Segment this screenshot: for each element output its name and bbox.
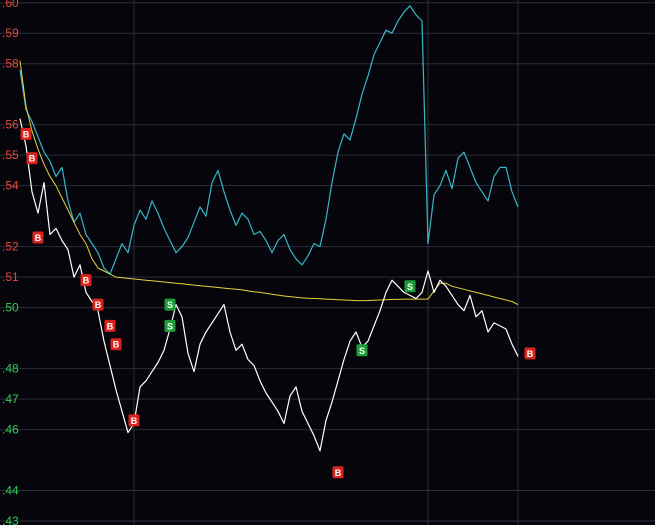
y-tick-label: .60 [2,0,19,10]
buy-marker-label: B [131,416,138,426]
y-tick-label: .46 [2,423,19,437]
sell-marker-label: S [407,282,413,292]
sell-marker: S [356,344,368,357]
buy-marker-box [524,347,536,360]
sell-marker-label: S [167,321,173,331]
sell-marker: S [164,298,176,311]
sell-marker: S [404,280,416,293]
vertical-gridlines [133,0,519,525]
buy-marker-label: B [23,129,30,139]
buy-marker-box [26,152,38,165]
sell-marker-box [356,344,368,357]
buy-marker: B [80,274,92,287]
buy-marker: B [110,338,122,351]
buy-marker: B [92,298,104,311]
y-tick-label: .48 [2,362,19,376]
buy-marker: B [20,127,32,140]
buy-marker-label: B [83,276,90,286]
buy-marker-box [332,466,344,479]
sell-marker-label: S [359,346,365,356]
y-tick-label: .59 [2,26,19,40]
buy-marker: B [104,319,116,332]
buy-marker: B [32,231,44,244]
buy-marker-box [20,127,32,140]
buy-marker-box [110,338,122,351]
sell-marker: S [164,319,176,332]
buy-marker-box [80,274,92,287]
y-tick-label: .51 [2,270,19,284]
y-tick-label: .56 [2,118,19,132]
buy-marker-box [32,231,44,244]
buy-marker: B [26,152,38,165]
buy-marker-label: B [113,340,120,350]
price-series-line [19,118,519,452]
series-layer [19,5,519,452]
y-tick-label: .52 [2,240,19,254]
sell-marker-box [164,319,176,332]
buy-marker-label: B [35,233,42,243]
buy-marker-label: B [95,300,102,310]
y-axis-tick-labels: .60 .59 .58 .56 .55 .54 .52 .51 .50 .48 .47 .46 .44.… [2,0,19,525]
buy-marker-box [128,414,140,427]
y-tick-label: .47 [2,392,19,406]
buy-marker: B [128,414,140,427]
buy-marker-box [92,298,104,311]
compare-series-line [19,5,519,275]
buy-marker-label: B [29,154,36,164]
sell-marker-box [164,298,176,311]
sell-marker-label: S [167,300,173,310]
y-tick-label: .50 [2,301,19,315]
buy-marker-label: B [107,321,114,331]
sell-marker-box [404,280,416,293]
buy-marker: B [524,347,536,360]
buy-marker-label: B [335,468,342,478]
buy-marker-box [104,319,116,332]
y-tick-label: .44 [2,484,19,498]
y-tick-label: .55 [2,148,19,162]
y-tick-label: .54 [2,179,19,193]
y-tick-label: .58 [2,57,19,71]
y-tick-label: .43 [2,514,19,525]
buy-marker: B [332,466,344,479]
buy-marker-label: B [527,349,534,359]
